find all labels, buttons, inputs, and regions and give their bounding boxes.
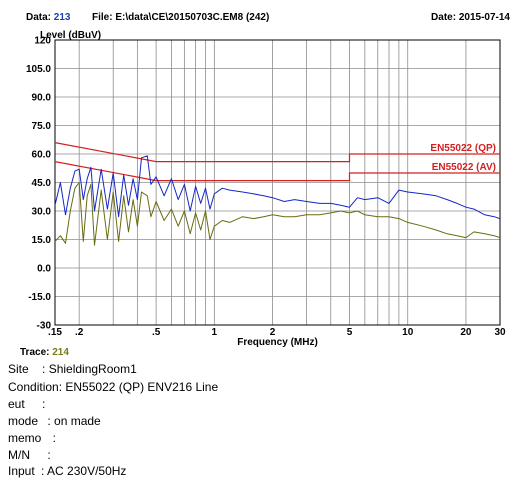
info-value: : AC 230V/50Hz bbox=[37, 464, 127, 478]
info-value: : on made bbox=[44, 414, 101, 428]
x-tick-label: 20 bbox=[460, 327, 472, 338]
file-info: File: E:\data\CE\20150703C.EM8 (242) bbox=[92, 12, 269, 23]
info-key: Condition: bbox=[8, 380, 63, 394]
y-axis-label: Level (dBuV) bbox=[40, 30, 101, 41]
trace-label: Trace: bbox=[20, 347, 50, 358]
info-row: M/N : bbox=[8, 448, 51, 462]
y-tick-label: 90.0 bbox=[32, 93, 52, 104]
x-tick-label: 30 bbox=[494, 327, 506, 338]
data-number: Data: 213 bbox=[26, 12, 70, 23]
x-tick-label: .2 bbox=[75, 327, 84, 338]
info-key: eut bbox=[8, 397, 25, 411]
y-tick-label: 105.0 bbox=[26, 64, 51, 75]
file-value: E:\data\CE\20150703C.EM8 (242) bbox=[115, 12, 270, 23]
emission-chart: 120105.090.075.060.045.030.015.00.0-15.0… bbox=[26, 30, 506, 348]
y-tick-label: -30 bbox=[37, 321, 52, 332]
info-key: M/N bbox=[8, 448, 30, 462]
info-row: memo : bbox=[8, 431, 56, 445]
x-tick-label: 10 bbox=[402, 327, 414, 338]
y-tick-label: 120 bbox=[34, 36, 51, 47]
limit-label: EN55022 (QP) bbox=[430, 143, 496, 154]
y-tick-label: -15.0 bbox=[28, 292, 51, 303]
x-tick-label: 5 bbox=[347, 327, 353, 338]
series-line bbox=[54, 155, 501, 220]
date-value: 2015-07-14 bbox=[458, 12, 510, 23]
info-row: Site : ShieldingRoom1 bbox=[8, 362, 137, 376]
plot-frame bbox=[54, 39, 501, 326]
y-tick-label: 30.0 bbox=[32, 207, 52, 218]
info-value: EN55022 (QP) ENV216 Line bbox=[62, 380, 219, 394]
x-tick-label: 2 bbox=[270, 327, 276, 338]
info-row: eut : bbox=[8, 397, 45, 411]
y-tick-label: 45.0 bbox=[32, 178, 52, 189]
y-tick-label: 75.0 bbox=[32, 121, 52, 132]
info-value: : ShieldingRoom1 bbox=[38, 362, 137, 376]
limit-label: EN55022 (AV) bbox=[432, 162, 496, 173]
x-tick-label: .15 bbox=[48, 327, 62, 338]
limit-line bbox=[54, 161, 500, 182]
y-tick-label: 60.0 bbox=[32, 150, 52, 161]
y-tick-label: 15.0 bbox=[32, 235, 52, 246]
data-value: 213 bbox=[53, 12, 71, 23]
info-key: mode bbox=[8, 414, 39, 428]
series-line bbox=[54, 182, 501, 246]
trace-value: 214 bbox=[52, 347, 69, 358]
info-value: : bbox=[44, 448, 51, 462]
info-value: : bbox=[49, 431, 57, 445]
info-value: : bbox=[38, 397, 46, 411]
trace-info: Trace: 214 bbox=[20, 347, 69, 358]
date-info: Date: 2015-07-14 bbox=[431, 12, 510, 23]
y-tick-label: 0.0 bbox=[37, 264, 51, 275]
info-row: Input : AC 230V/50Hz bbox=[8, 464, 126, 478]
info-key: memo bbox=[8, 431, 42, 445]
limit-line bbox=[54, 142, 500, 163]
x-tick-label: 1 bbox=[212, 327, 218, 338]
data-label: Data: bbox=[26, 12, 52, 23]
date-label: Date: bbox=[431, 12, 457, 23]
x-tick-label: .5 bbox=[152, 327, 161, 338]
info-key: Input bbox=[8, 464, 35, 478]
info-key: Site bbox=[8, 362, 29, 376]
info-row: mode : on made bbox=[8, 414, 101, 428]
info-row: Condition: EN55022 (QP) ENV216 Line bbox=[8, 380, 218, 394]
x-axis-label: Frequency (MHz) bbox=[237, 337, 318, 348]
file-label: File: bbox=[92, 12, 113, 23]
